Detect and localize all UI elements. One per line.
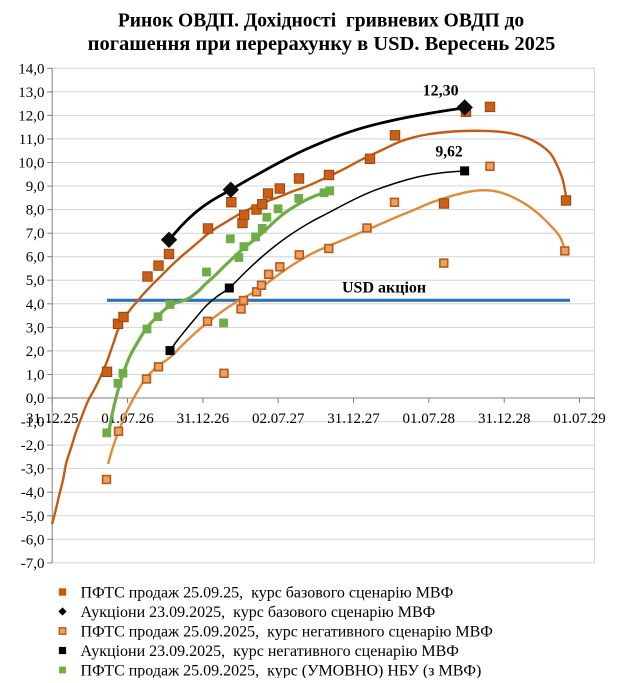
- svg-text:7,0: 7,0: [26, 226, 45, 242]
- svg-text:5,0: 5,0: [26, 273, 45, 289]
- svg-text:-4,0: -4,0: [21, 485, 45, 501]
- svg-text:12,30: 12,30: [423, 83, 459, 100]
- svg-text:13,0: 13,0: [18, 85, 44, 101]
- svg-text:11,0: 11,0: [19, 132, 45, 148]
- svg-text:12,0: 12,0: [18, 108, 44, 124]
- svg-text:3,0: 3,0: [26, 320, 45, 336]
- svg-text:2,0: 2,0: [26, 344, 45, 360]
- svg-text:Ринок ОВДП. Дохідності гривне: Ринок ОВДП. Дохідності гривневих ОВДП до: [118, 10, 524, 31]
- svg-text:01.07.29: 01.07.29: [553, 411, 606, 427]
- svg-text:0,0: 0,0: [26, 391, 45, 407]
- svg-text:ПФТС продаж 25.09.2025, курс: ПФТС продаж 25.09.2025, курс негативного…: [81, 623, 493, 640]
- svg-text:-2,0: -2,0: [21, 438, 45, 454]
- svg-text:02.07.27: 02.07.27: [252, 411, 305, 427]
- svg-text:8,0: 8,0: [26, 203, 45, 219]
- svg-text:01.07.26: 01.07.26: [101, 411, 154, 427]
- svg-text:4,0: 4,0: [26, 297, 45, 313]
- svg-text:-3,0: -3,0: [21, 462, 45, 478]
- svg-text:10,0: 10,0: [18, 156, 44, 172]
- svg-text:ПФТС продаж 25.09.25, курс ба: ПФТС продаж 25.09.25, курс базового сцен…: [81, 584, 454, 601]
- svg-text:ПФТС продаж 25.09.2025, курс: ПФТС продаж 25.09.2025, курс (УМОВНО) НБ…: [81, 662, 482, 678]
- svg-text:9,0: 9,0: [26, 179, 45, 195]
- svg-text:-6,0: -6,0: [21, 532, 45, 548]
- svg-text:погашення при перерахунку в US: погашення при перерахунку в USD. Вересен…: [88, 33, 556, 55]
- svg-text:-5,0: -5,0: [21, 509, 45, 525]
- svg-text:31.12.28: 31.12.28: [478, 411, 531, 427]
- svg-text:Аукціони 23.09.2025, курс нег: Аукціони 23.09.2025, курс негативного сц…: [81, 643, 459, 660]
- svg-text:6,0: 6,0: [26, 250, 45, 266]
- svg-text:9,62: 9,62: [435, 144, 462, 161]
- svg-text:14,0: 14,0: [18, 61, 44, 77]
- svg-text:USD акціон: USD акціон: [342, 280, 426, 297]
- svg-text:1,0: 1,0: [26, 367, 45, 383]
- svg-text:-1,0: -1,0: [21, 415, 45, 431]
- svg-text:-7,0: -7,0: [21, 556, 45, 572]
- svg-text:31.12.26: 31.12.26: [177, 411, 230, 427]
- svg-text:01.07.28: 01.07.28: [403, 411, 456, 427]
- svg-text:31.12.27: 31.12.27: [327, 411, 380, 427]
- svg-text:31.12.25: 31.12.25: [26, 411, 79, 427]
- svg-text:Аукціони 23.09.2025, курс баз: Аукціони 23.09.2025, курс базового сцена…: [81, 604, 436, 621]
